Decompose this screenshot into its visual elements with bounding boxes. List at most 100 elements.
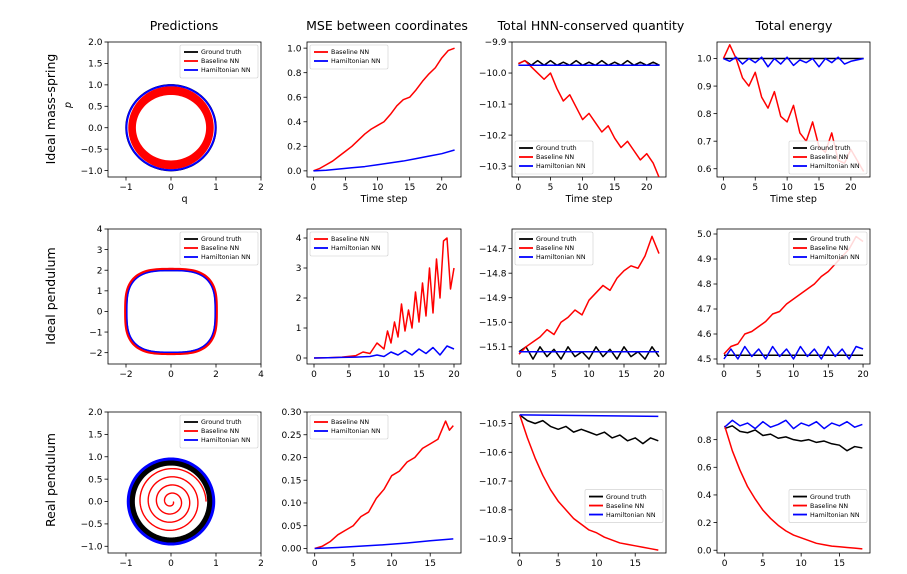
- y-tick-label: 0.2: [287, 143, 301, 153]
- legend-label-baseline-nn: Baseline NN: [536, 154, 574, 161]
- series-baseline-nn: [313, 47, 455, 172]
- x-tick-label: 20: [857, 370, 869, 380]
- y-tick-label: 2.0: [88, 408, 103, 418]
- x-tick-label: 15: [618, 370, 629, 380]
- series-baseline-nn: [518, 59, 660, 177]
- legend-label-baseline-nn: Baseline NN: [810, 154, 848, 161]
- y-tick-label: 5.0: [697, 230, 712, 240]
- x-tick-label: 0: [168, 183, 174, 193]
- y-tick-label: 3: [296, 264, 302, 274]
- y-tick-label: 0.0: [287, 167, 302, 177]
- y-tick-label: 0.15: [281, 476, 301, 486]
- x-tick-label: 0: [516, 370, 522, 380]
- y-tick-label: 3: [97, 246, 103, 256]
- series-baseline-nn: [313, 237, 455, 359]
- x-tick-label: 5: [760, 559, 766, 569]
- legend: Ground truth Baseline NN Hamiltonian NN: [179, 44, 259, 79]
- x-tick-label: 10: [372, 183, 384, 193]
- subplot-p10: −2 0 2 4 −2 −1 0 1 2 3 4 Ground truth Baseline NN Ham…: [89, 225, 264, 380]
- plot-area: [313, 237, 455, 359]
- column-title-mse: MSE between coordinates: [306, 18, 468, 33]
- row-title-ideal-mass-spring: Ideal mass-spring: [43, 54, 58, 165]
- x-tick-label: 15: [424, 559, 435, 569]
- subplot-p12: 0 5 10 15 20 −15.1 −15.0 −14.9 −14.8 −14.7 Ground …: [479, 228, 667, 380]
- x-tick-label: 10: [788, 370, 800, 380]
- y-tick-label: 2: [296, 294, 302, 304]
- axes-frame: [716, 411, 871, 554]
- y-tick-label: 0.4: [697, 491, 712, 501]
- y-tick-label: 1: [97, 287, 103, 297]
- y-tick-label: 0.25: [281, 431, 301, 441]
- legend-label-hamiltonian-nn: Hamiltonian NN: [606, 512, 656, 519]
- subplot-p22: 0 5 10 15 −10.9 −10.8 −10.7 −10.6 −10.5 Ground tr…: [479, 411, 667, 569]
- y-tick-label: −14.7: [479, 245, 507, 255]
- x-tick-label: 20: [436, 183, 448, 193]
- legend-box: [788, 140, 868, 175]
- x-tick-label: 5: [752, 183, 758, 193]
- x-tick-label: 2: [213, 370, 219, 380]
- y-tick-label: 0.5: [88, 475, 102, 485]
- plot-area: [313, 47, 455, 172]
- legend-label-hamiltonian-nn: Hamiltonian NN: [810, 254, 860, 261]
- legend-label-baseline-nn: Baseline NN: [201, 245, 239, 252]
- y-tick-label: −14.9: [479, 294, 507, 304]
- y-tick-label: 0.8: [287, 69, 302, 79]
- x-tick-label: 4: [258, 370, 264, 380]
- y-tick-label: −10.7: [479, 477, 507, 487]
- y-tick-label: 0: [97, 308, 103, 318]
- y-tick-label: −15.1: [479, 343, 507, 353]
- y-tick-label: 4.7: [697, 305, 711, 315]
- legend: Baseline NN Hamiltonian NN: [309, 231, 389, 257]
- y-tick-label: 0.10: [281, 499, 301, 509]
- legend-label-hamiltonian-nn: Hamiltonian NN: [536, 254, 586, 261]
- x-tick-label: 15: [629, 559, 640, 569]
- axes-frame: [107, 411, 262, 554]
- y-tick-label: −14.8: [479, 269, 507, 279]
- axes-frame: [511, 41, 667, 178]
- y-tick-label: −10.1: [479, 100, 507, 110]
- x-axis-label: q: [181, 194, 187, 205]
- y-tick-label: 1.0: [88, 453, 103, 463]
- legend-box: [309, 231, 389, 257]
- x-tick-label: 20: [845, 183, 857, 193]
- x-tick-label: 10: [583, 370, 595, 380]
- y-tick-label: −15.0: [479, 318, 507, 328]
- y-tick-label: 4.6: [697, 330, 712, 340]
- x-tick-label: 0: [311, 370, 317, 380]
- legend-box: [514, 140, 594, 175]
- x-tick-label: 15: [813, 183, 824, 193]
- axes-frame: [107, 41, 262, 178]
- x-tick-label: 10: [795, 559, 807, 569]
- x-tick-label: 0: [168, 559, 174, 569]
- legend-label-hamiltonian-nn: Hamiltonian NN: [536, 163, 586, 170]
- legend: Ground truth Baseline NN Hamiltonian NN: [179, 414, 259, 449]
- y-tick-label: 2.0: [88, 38, 103, 48]
- y-tick-label: −1.0: [81, 542, 103, 552]
- y-tick-label: 1.5: [88, 431, 102, 441]
- y-tick-label: −10.0: [479, 69, 507, 79]
- legend: Ground truth Baseline NN Hamiltonian NN: [179, 231, 259, 266]
- y-tick-label: −1: [89, 328, 102, 338]
- axes-frame: [511, 411, 667, 554]
- y-tick-label: 0.05: [281, 522, 301, 532]
- y-tick-label: 1.5: [88, 60, 102, 70]
- x-axis-label: Time step: [565, 194, 613, 205]
- y-axis-label: p: [63, 102, 74, 109]
- legend-label-hamiltonian-nn: Hamiltonian NN: [810, 512, 860, 519]
- legend-label-ground-truth: Ground truth: [201, 236, 242, 243]
- x-tick-label: −2: [119, 370, 132, 380]
- y-tick-label: 4.8: [697, 280, 712, 290]
- x-tick-label: 5: [343, 183, 349, 193]
- y-tick-label: 0.5: [88, 102, 102, 112]
- y-tick-label: −10.6: [479, 448, 507, 458]
- legend-box: [179, 414, 259, 449]
- series-baseline-nn: [124, 267, 218, 356]
- y-tick-label: 0.6: [287, 93, 302, 103]
- y-tick-label: 0.0: [88, 124, 103, 134]
- legend-label-hamiltonian-nn: Hamiltonian NN: [331, 428, 381, 435]
- series-hamiltonian-nn: [519, 414, 659, 418]
- plot-area: [124, 267, 218, 356]
- axes-frame: [306, 411, 462, 554]
- x-tick-label: 5: [548, 183, 554, 193]
